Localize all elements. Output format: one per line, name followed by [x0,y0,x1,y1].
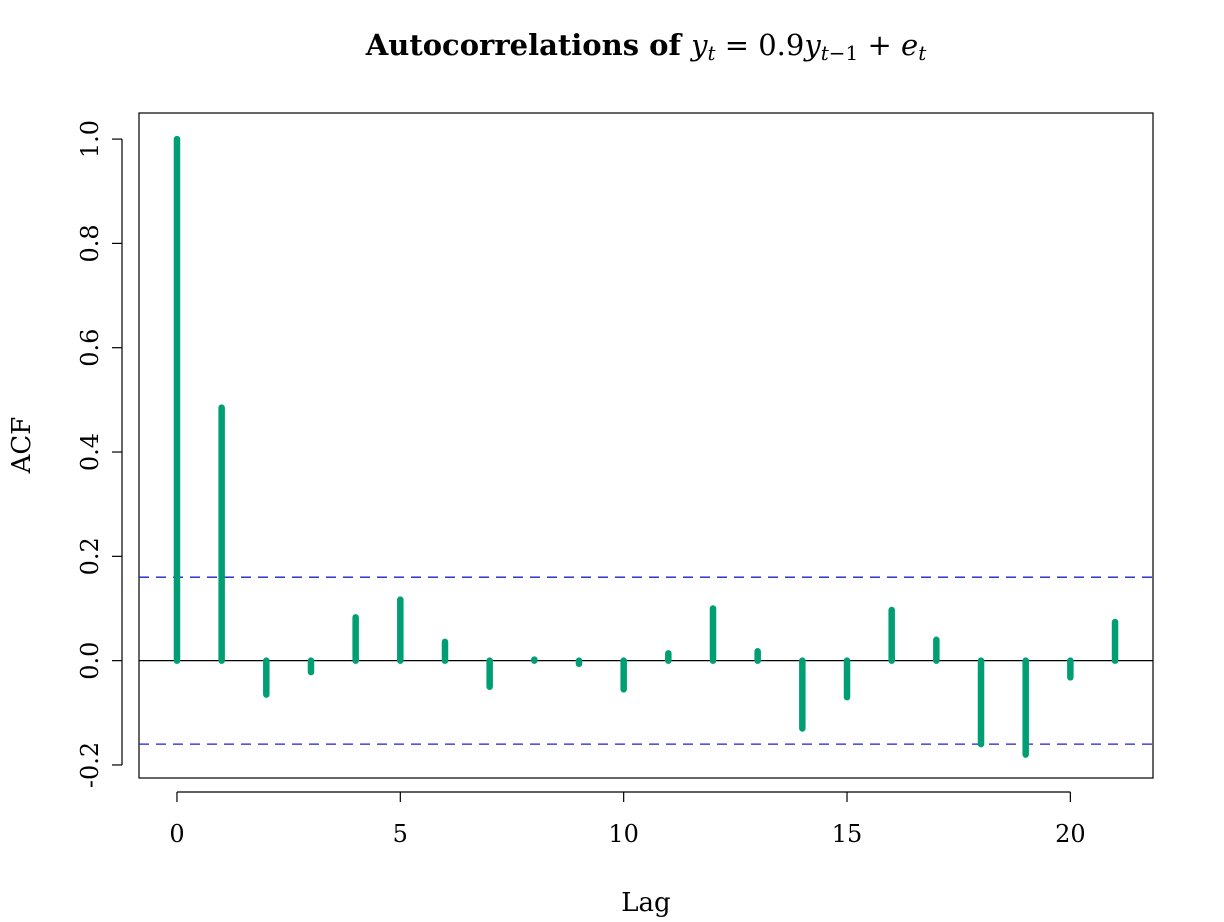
title-math-part: = 0.9 [716,28,805,62]
x-axis: 0 5 10 15 20 [169,791,1086,848]
chart-title: Autocorrelations of yt = 0.9yt−1 + et [365,28,927,65]
y-tick-label: 1.0 [76,120,104,158]
y-tick-label: 0.8 [76,224,104,262]
title-math: yt = 0.9yt−1 + et [689,28,927,65]
x-axis-label: Lag [621,888,670,918]
title-math-part: y [802,28,821,62]
title-math-part: −1 [829,41,858,65]
x-tick-label: 0 [169,820,184,848]
plot-frame [138,112,1154,779]
x-tick-label: 5 [393,820,408,848]
y-axis-label: ACF [7,417,37,475]
title-math-part: e [901,28,918,62]
y-tick-label: -0.2 [76,742,104,788]
x-tick-label: 10 [608,820,639,848]
x-tick-label: 15 [832,820,863,848]
title-math-part: t [918,41,927,65]
title-math-part: y [689,28,708,62]
x-tick-label: 20 [1055,820,1086,848]
plot-area [138,112,1154,779]
y-tick-label: 0.2 [76,537,104,575]
title-math-part: + [858,28,901,62]
y-tick-label: 0.6 [76,329,104,367]
acf-bars [173,135,1119,758]
y-tick-label: 0.4 [76,433,104,471]
title-math-part: t [707,41,716,65]
y-axis: -0.2 0.0 0.2 0.4 0.6 0.8 1.0 [76,120,123,788]
y-tick-label: 0.0 [76,642,104,680]
title-math-part: t [821,41,830,65]
